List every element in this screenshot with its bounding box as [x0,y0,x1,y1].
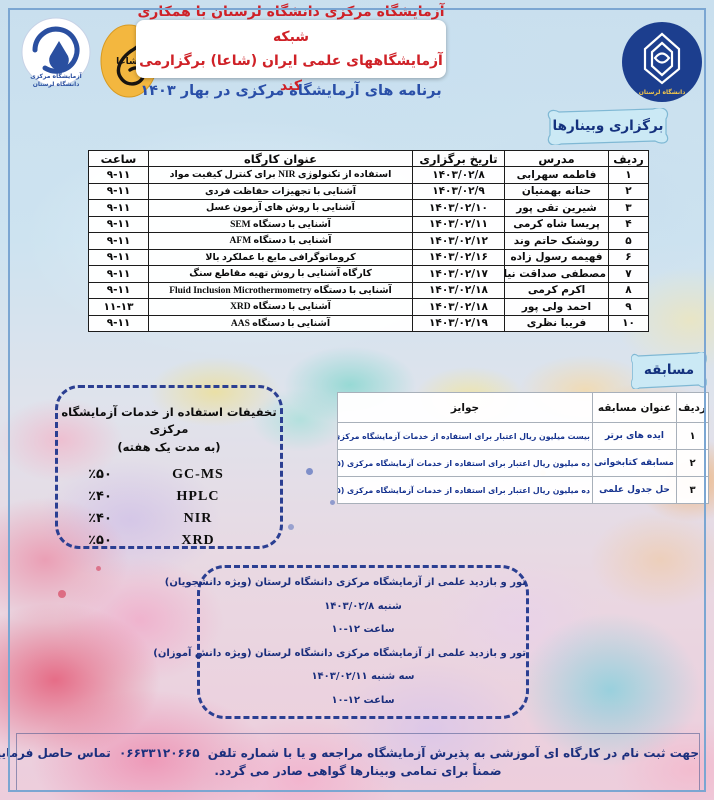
discount-service: GC-MS [172,466,224,482]
shaa-label: شاعا [116,57,138,67]
webinar-row: ۸ اکرم کرمی ۱۴۰۳/۰۲/۱۸ آشنایی با دستگاه Flu… [88,281,649,299]
discount-value: ٪۴۰ [88,489,112,505]
tours-box: تور و بازدید علمی از آزمایشگاه مرکزی دان… [153,565,529,719]
competition-row: ۳ حل جدول علمی ده میلیون ریال اعتبار برای … [337,476,709,504]
competition-row: ۱ ایده های برتر بیست میلیون ریال اعتبار بر… [337,422,709,450]
webinars-section-title: برگزاری وبینارها [552,118,664,134]
university-logo: دانشگاه لرستان [620,20,704,104]
tour-1-time: ساعت ۱۰-۱۲ [331,624,395,635]
col-instructor: مدرس [504,150,609,167]
webinar-row: ۹ احمد ولی پور ۱۴۰۳/۰۲/۱۸ آشنایی با دستگاه … [88,298,649,316]
col-no: ردیف [608,150,649,167]
main-title-box: آزمایشگاه مرکزی دانشگاه لرستان با همکاری… [136,4,446,94]
webinars-header-row: ردیف مدرس تاریخ برگزاری عنوان کارگاه ساع… [88,150,649,167]
paint-speckle [288,524,294,530]
title-line-1: آزمایشگاه مرکزی دانشگاه لرستان با همکاری… [137,4,445,45]
paint-speckle [96,566,101,571]
footer-box: جهت ثبت نام در کارگاه ای آموزشی به پذیرش… [0,733,700,791]
col-comp-title: عنوان مسابقه [592,392,677,423]
title-line-2: آزمایشگاههای علمی ایران (شاعا) برگزارمی … [139,53,443,94]
tour-1-title: تور و بازدید علمی از آزمایشگاه مرکزی دان… [164,577,526,588]
tour-2-time: ساعت ۱۰-۱۲ [331,694,395,706]
discount-value: ٪۵۰ [88,467,112,483]
discount-value: ٪۵۰ [88,533,112,549]
webinar-row: ۴ پریسا شاه کرمی ۱۴۰۳/۰۲/۱۱ آشنایی با دستگا… [88,215,649,233]
webinar-row: ۶ فهیمه رسول زاده ۱۴۰۳/۰۲/۱۶ کروماتوگرافی م… [88,248,649,266]
footer-line1-prefix: جهت ثبت نام در کارگاه ای آموزشی به پذیرش… [207,746,699,760]
footer-line1-suffix: تماس حاصل فرمایید. [0,746,111,760]
competition-section-title: مسابقه [643,362,695,378]
discounts-title-line-1: تخفیفات استفاده از خدمات آزمایشگاه مرکزی [61,405,277,437]
footer-certificate-line: ضمناً برای تمامی وبینارها گواهی صادر می … [214,764,502,778]
webinar-row: ۱ فاطمه سهرابی ۱۴۰۳/۰۲/۸ استفاده از تکنولوژ… [88,166,649,184]
tour-2-date: سه شنبه ۱۴۰۳/۰۲/۱۱ [311,671,415,682]
phone-number: ۰۶۶۳۳۱۲۰۶۶۵ [118,746,200,760]
discount-item: ٪۴۰ HPLC [58,486,280,508]
footer-registration-line: جهت ثبت نام در کارگاه ای آموزشی به پذیرش… [0,746,699,760]
webinar-row: ۱۰ فریبا نظری ۱۴۰۳/۰۲/۱۹ آشنایی با دستگاه A… [88,314,649,332]
col-title: عنوان کارگاه [148,150,413,167]
competition-row: ۲ مسابقه کتابخوانی ده میلیون ریال اعتبار ب… [337,449,709,477]
webinar-row: ۷ مصطفی صداقت نیا ۱۴۰۳/۰۲/۱۷ کارگاه آشنایی … [88,265,649,283]
col-time: ساعت [88,150,149,167]
discount-service: HPLC [176,488,220,504]
discounts-box: تخفیفات استفاده از خدمات آزمایشگاه مرکزی… [55,385,283,549]
webinar-row: ۲ حنانه بهمنیان ۱۴۰۳/۰۲/۹ آشنایی با تجهیزات… [88,182,649,200]
webinar-row: ۳ شیرین تقی پور ۱۴۰۳/۰۲/۱۰ آشنایی با روش ها… [88,199,649,217]
discount-value: ٪۴۰ [88,511,112,527]
webinars-table: ردیف مدرس تاریخ برگزاری عنوان کارگاه ساع… [88,150,649,332]
discounts-title-line-2: (به مدت یک هفته) [117,439,221,454]
competition-header-row: ردیف عنوان مسابقه جوایز [337,392,709,423]
competition-table: ردیف عنوان مسابقه جوایز ۱ ایده های برتر بی… [337,392,709,504]
col-no: ردیف [676,392,709,423]
central-lab-label-1: آزمایشگاه مرکزی [30,71,82,80]
discount-item: ٪۵۰ XRD [58,530,280,552]
col-date: تاریخ برگزاری [412,150,505,167]
competition-section-flag: مسابقه [628,352,710,389]
paint-speckle [330,500,335,505]
paint-speckle [58,590,66,598]
webinars-section-flag: برگزاری وبینارها [543,108,673,145]
tour-1-date: شنبه ۱۴۰۳/۰۲/۸ [324,600,402,612]
discount-item: ٪۴۰ NIR [58,508,280,530]
central-lab-logo: آزمایشگاه مرکزی دانشگاه لرستان [18,16,94,94]
university-emblem-icon [643,32,681,85]
discount-service: XRD [181,532,215,548]
central-lab-label-2: دانشگاه لرستان [33,80,80,88]
tour-2-title: تور و بازدید علمی از آزمایشگاه مرکزی دان… [153,647,526,659]
university-label: دانشگاه لرستان [639,88,686,96]
flask-icon [49,32,69,70]
col-prize: جوایز [337,392,593,423]
discount-item: ٪۵۰ GC-MS [58,464,280,486]
subtitle: برنامه های آزمایشگاه مرکزی در بهار ۱۴۰۳ [140,83,442,99]
webinar-row: ۵ روشنک حاتم وند ۱۴۰۳/۰۲/۱۲ آشنایی با دستگا… [88,232,649,250]
paint-speckle [306,468,313,475]
discount-service: NIR [183,510,213,526]
flag-ribbon-icon [547,108,669,145]
